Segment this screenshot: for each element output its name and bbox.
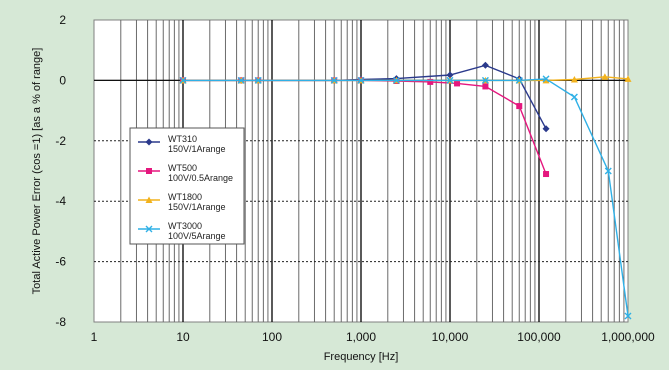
- y-axis-title: Total Active Power Error (cos =1) [as a …: [31, 48, 43, 295]
- legend-label: WT1800: [168, 192, 202, 202]
- x-tick-label: 100: [262, 330, 282, 344]
- data-point: [543, 171, 549, 177]
- x-tick-label: 10: [176, 330, 190, 344]
- x-axis-title: Frequency [Hz]: [324, 351, 399, 363]
- data-point: [516, 103, 522, 109]
- y-tick-label: -6: [55, 255, 66, 269]
- legend-label: WT310: [168, 134, 197, 144]
- x-tick-label: 1,000: [346, 330, 376, 344]
- legend-label: WT500: [168, 163, 197, 173]
- legend-sublabel: 150V/1Arange: [168, 144, 226, 154]
- y-tick-label: 2: [59, 13, 66, 27]
- x-tick-label: 10,000: [432, 330, 469, 344]
- legend-label: WT3000: [168, 221, 202, 231]
- x-tick-label: 1: [91, 330, 98, 344]
- x-tick-label: 1,000,000: [601, 330, 655, 344]
- y-tick-label: -2: [55, 134, 66, 148]
- data-point: [482, 83, 488, 89]
- legend: WT310150V/1ArangeWT500100V/0.5ArangeWT18…: [130, 128, 244, 244]
- y-tick-label: 0: [59, 73, 66, 87]
- data-point: [454, 80, 460, 86]
- legend-sublabel: 150V/1Arange: [168, 202, 226, 212]
- x-tick-label: 100,000: [517, 330, 561, 344]
- y-tick-label: -4: [55, 194, 66, 208]
- legend-sublabel: 100V/0.5Arange: [168, 173, 233, 183]
- y-tick-label: -8: [55, 315, 66, 329]
- legend-marker: [146, 168, 152, 174]
- legend-sublabel: 100V/5Arange: [168, 231, 226, 241]
